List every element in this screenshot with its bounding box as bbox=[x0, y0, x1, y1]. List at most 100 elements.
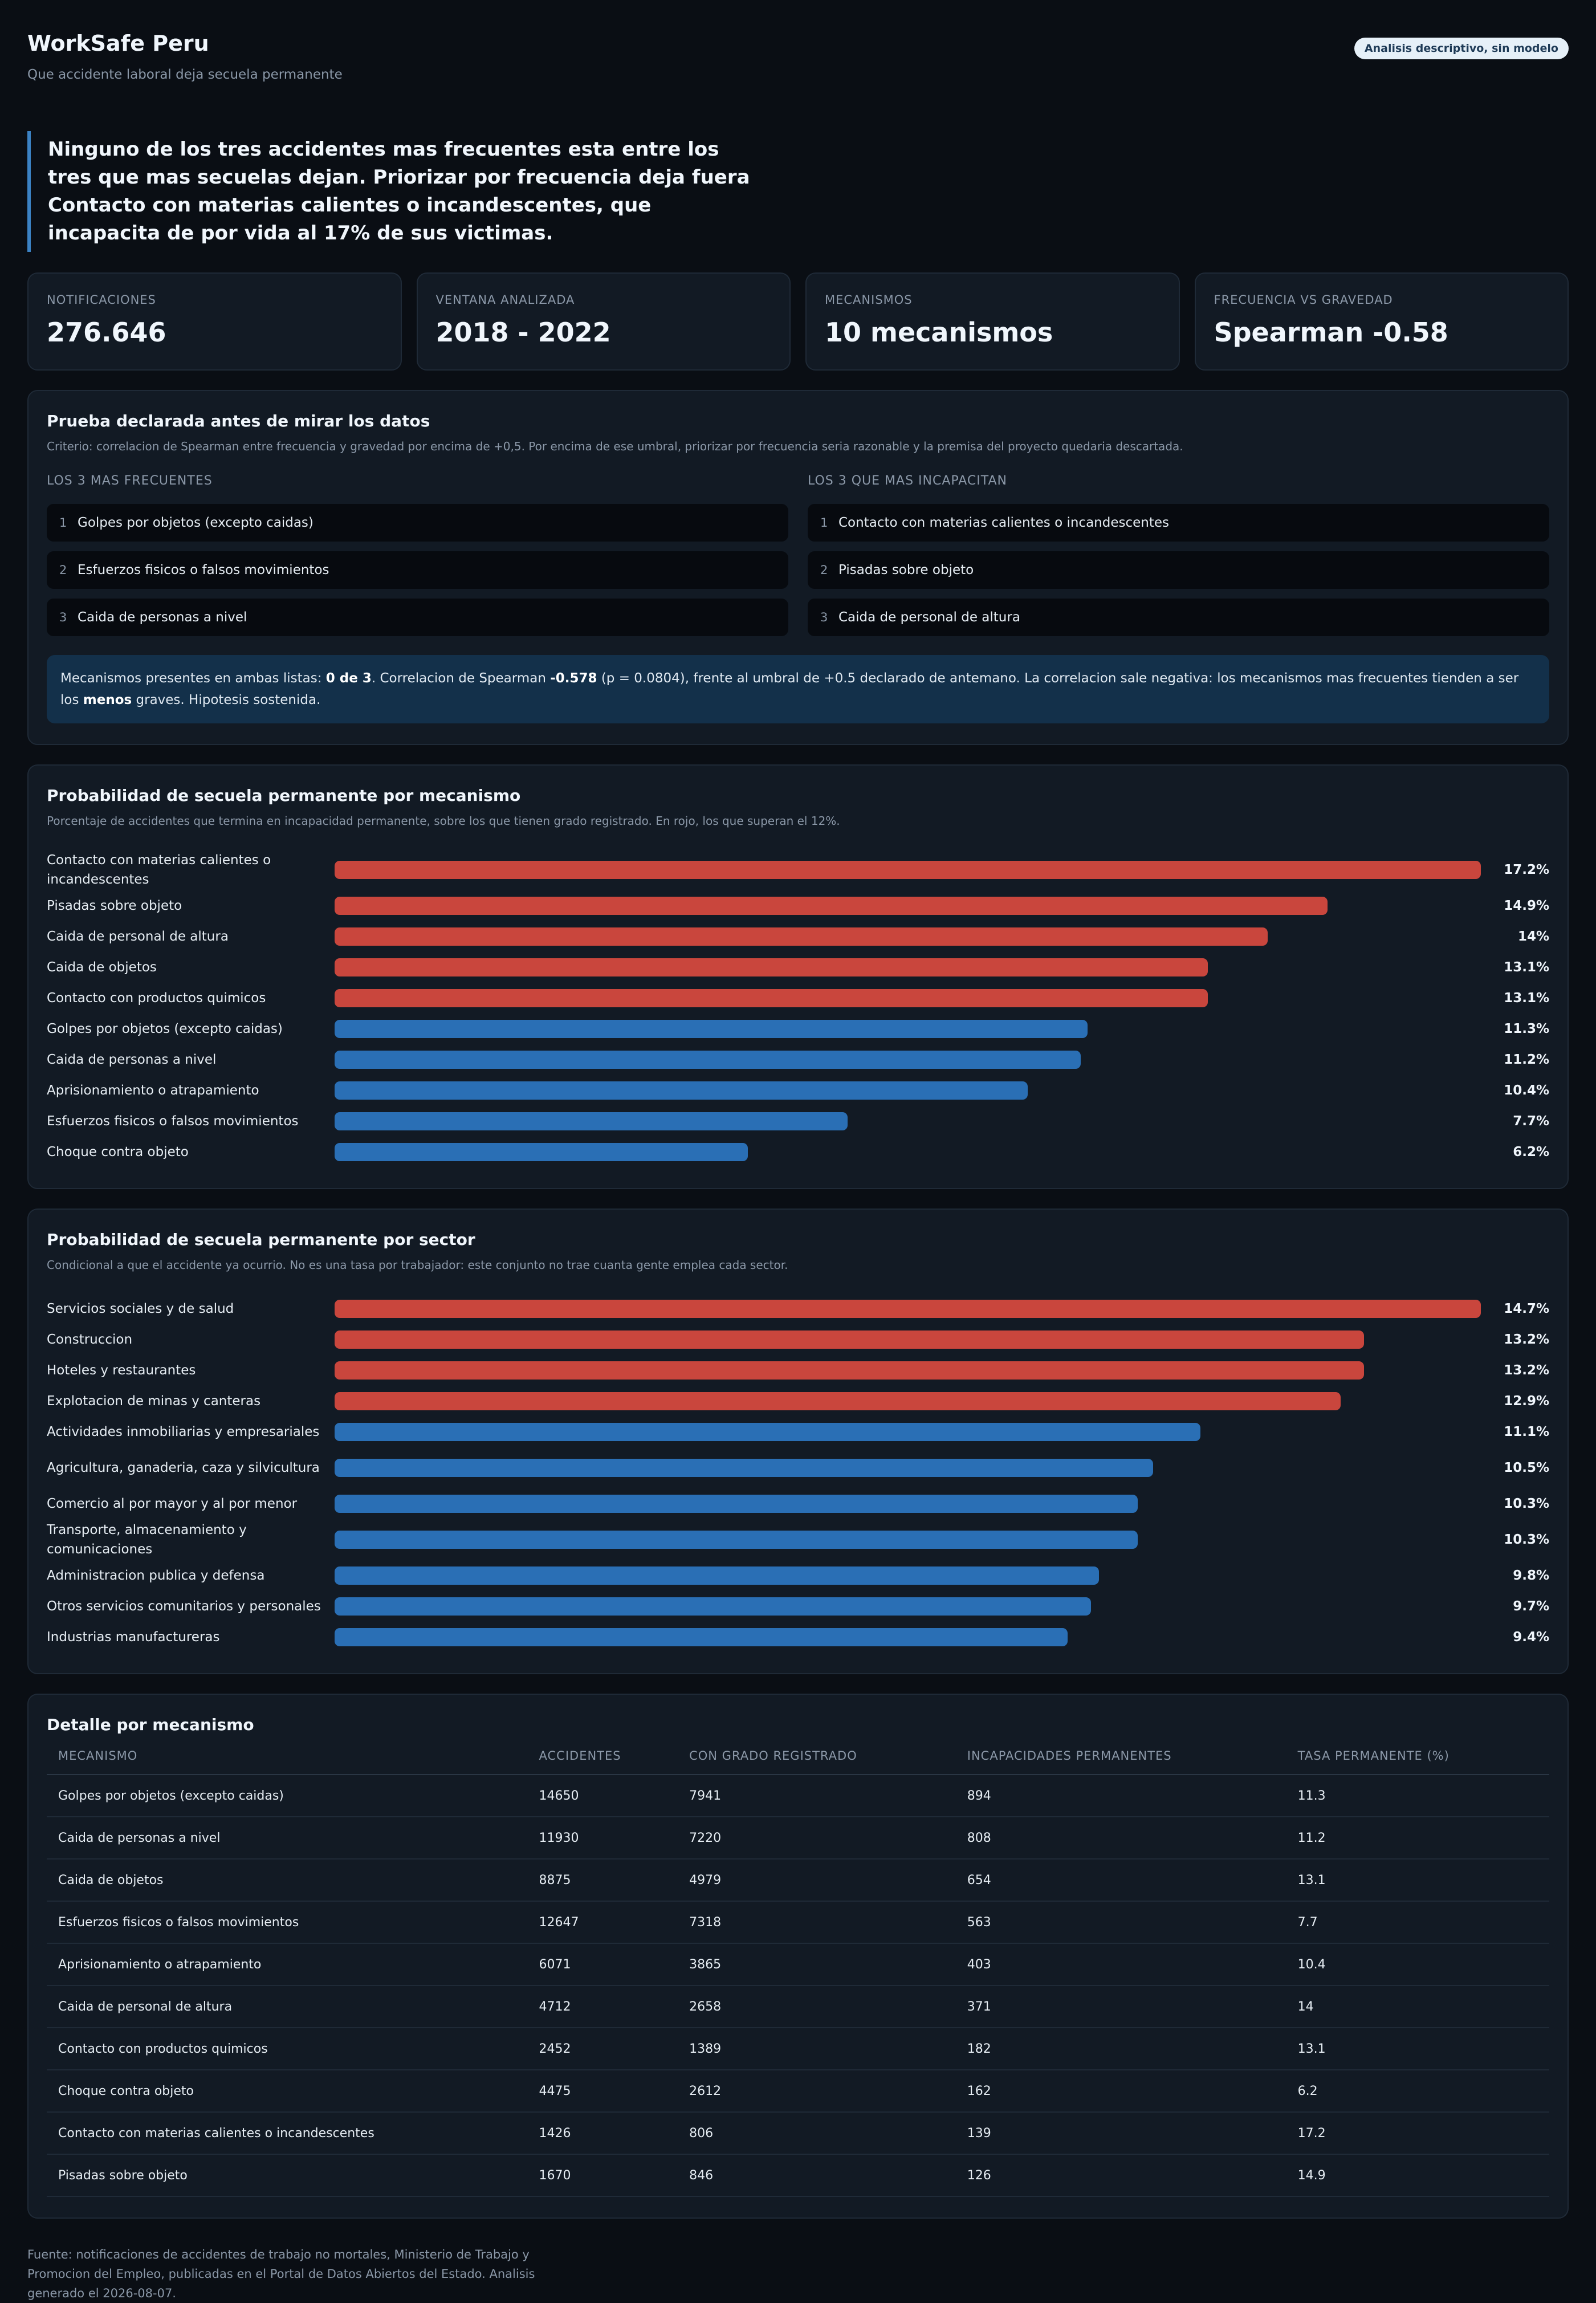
bar-value-label: 9.7% bbox=[1513, 1599, 1549, 1614]
table-body: Golpes por objetos (excepto caidas) 14650… bbox=[47, 1775, 1549, 2197]
frequent-list: Los 3 mas frecuentes 1 Golpes por objetos… bbox=[47, 474, 788, 646]
bar-row: Construccion 13.2% bbox=[47, 1324, 1549, 1355]
table-row: Pisadas sobre objeto 1670 846 126 14.9 bbox=[47, 2154, 1549, 2197]
bar-track bbox=[335, 1112, 1481, 1130]
bar bbox=[335, 927, 1268, 946]
chart-subtitle: Porcentaje de accidentes que termina en … bbox=[47, 814, 840, 828]
table-cell: Contacto con productos quimicos bbox=[47, 2028, 528, 2070]
table-cell: 13.1 bbox=[1286, 2028, 1549, 2070]
table-cell: 7.7 bbox=[1286, 1901, 1549, 1944]
table-title: Detalle por mecanismo bbox=[47, 1715, 254, 1734]
bar-row: Servicios sociales y de salud 14.7% bbox=[47, 1293, 1549, 1324]
bar-category-label: Choque contra objeto bbox=[47, 1145, 189, 1159]
bar-value-label: 11.2% bbox=[1504, 1052, 1549, 1067]
column-header: Incapacidades permanentes bbox=[955, 1749, 1286, 1775]
list-item: 3 Caida de personal de altura bbox=[808, 599, 1549, 636]
detail-table-panel: Detalle por mecanismo Mecanismo Accidente… bbox=[27, 1694, 1569, 2219]
bar-category-label: Caida de objetos bbox=[47, 960, 157, 975]
list-item: 1 Golpes por objetos (excepto caidas) bbox=[47, 504, 788, 542]
table-row: Golpes por objetos (excepto caidas) 14650… bbox=[47, 1775, 1549, 1817]
bar-category-label: Caida de personal de altura bbox=[47, 929, 229, 944]
table-cell: 11930 bbox=[527, 1817, 678, 1860]
bar-category-label: Pisadas sobre objeto bbox=[47, 898, 182, 913]
bar bbox=[335, 1423, 1200, 1441]
bar-row: Caida de personas a nivel 11.2% bbox=[47, 1044, 1549, 1075]
kpi-value: 276.646 bbox=[47, 317, 166, 348]
table-cell: 11.2 bbox=[1286, 1817, 1549, 1860]
bar-row: Pisadas sobre objeto 14.9% bbox=[47, 890, 1549, 921]
table-cell: Pisadas sobre objeto bbox=[47, 2154, 528, 2197]
bar-track bbox=[335, 1081, 1481, 1100]
bar-value-label: 7.7% bbox=[1513, 1114, 1549, 1129]
bar-row: Caida de objetos 13.1% bbox=[47, 952, 1549, 983]
rank-name: Caida de personal de altura bbox=[838, 610, 1020, 625]
list-item: 2 Esfuerzos fisicos o falsos movimientos bbox=[47, 551, 788, 589]
bar-value-label: 10.4% bbox=[1504, 1083, 1549, 1098]
rank-number: 1 bbox=[820, 516, 828, 530]
bar-track bbox=[335, 1423, 1481, 1441]
chart-title: Probabilidad de secuela permanente por m… bbox=[47, 786, 521, 805]
bar bbox=[335, 1361, 1364, 1380]
bar-value-label: 10.3% bbox=[1504, 1496, 1549, 1511]
kpi-label: Notificaciones bbox=[47, 293, 156, 307]
table-cell: 1426 bbox=[527, 2112, 678, 2155]
bar-row: Otros servicios comunitarios y personale… bbox=[47, 1591, 1549, 1622]
bar-track bbox=[335, 861, 1481, 879]
table-cell: 1670 bbox=[527, 2154, 678, 2197]
table-cell: 894 bbox=[955, 1775, 1286, 1817]
verdict-text: (p = 0.0804), frente al umbral de +0.5 d… bbox=[60, 671, 1519, 707]
panel-title: Prueba declarada antes de mirar los dato… bbox=[47, 412, 430, 430]
bar bbox=[335, 1597, 1091, 1616]
table-row: Aprisionamiento o atrapamiento 6071 3865 40… bbox=[47, 1943, 1549, 1986]
page-header: WorkSafe Peru Que accidente laboral deja… bbox=[27, 0, 1569, 114]
table-row: Contacto con materias calientes o incand… bbox=[47, 2112, 1549, 2155]
rank-name: Golpes por objetos (excepto caidas) bbox=[78, 515, 314, 530]
bar bbox=[335, 897, 1328, 915]
app-subtitle: Que accidente laboral deja secuela perma… bbox=[27, 67, 343, 82]
bar-value-label: 10.3% bbox=[1504, 1532, 1549, 1547]
table-cell: 2612 bbox=[678, 2070, 956, 2113]
table-cell: 6.2 bbox=[1286, 2070, 1549, 2113]
table-cell: Esfuerzos fisicos o falsos movimientos bbox=[47, 1901, 528, 1944]
bar bbox=[335, 1531, 1138, 1549]
bar-value-label: 12.9% bbox=[1504, 1394, 1549, 1409]
table-cell: 7220 bbox=[678, 1817, 956, 1860]
table-cell: 2658 bbox=[678, 1985, 956, 2028]
kpi-value: 10 mecanismos bbox=[825, 317, 1053, 348]
rank-number: 3 bbox=[59, 611, 67, 624]
bar bbox=[335, 1495, 1138, 1513]
table-cell: 11.3 bbox=[1286, 1775, 1549, 1817]
table-cell: 371 bbox=[955, 1985, 1286, 2028]
chart-title: Probabilidad de secuela permanente por s… bbox=[47, 1230, 475, 1249]
table-cell: Caida de objetos bbox=[47, 1859, 528, 1902]
table-cell: 162 bbox=[955, 2070, 1286, 2113]
verdict-emphasis: menos bbox=[83, 693, 132, 707]
bar-row: Choque contra objeto 6.2% bbox=[47, 1137, 1549, 1167]
bar bbox=[335, 1081, 1028, 1100]
bar-value-label: 14.9% bbox=[1504, 898, 1549, 913]
key-finding: Ninguno de los tres accidentes mas frecu… bbox=[27, 131, 763, 252]
bar bbox=[335, 1112, 848, 1130]
list-label: Los 3 mas frecuentes bbox=[47, 474, 213, 488]
list-item: 3 Caida de personas a nivel bbox=[47, 599, 788, 636]
table-cell: 182 bbox=[955, 2028, 1286, 2070]
kpi-card-notificaciones: Notificaciones 276.646 bbox=[27, 272, 402, 371]
mechanism-bar-chart: Contacto con materias calientes o incand… bbox=[47, 849, 1549, 1167]
bar-track bbox=[335, 1051, 1481, 1069]
table-row: Caida de objetos 8875 4979 654 13.1 bbox=[47, 1859, 1549, 1902]
table-cell: 10.4 bbox=[1286, 1943, 1549, 1986]
table-cell: 7941 bbox=[678, 1775, 956, 1817]
bar-category-label: Industrias manufactureras bbox=[47, 1630, 220, 1645]
bar-category-label: Golpes por objetos (excepto caidas) bbox=[47, 1022, 283, 1036]
bar-category-label: Servicios sociales y de salud bbox=[47, 1301, 234, 1316]
bar-value-label: 11.1% bbox=[1504, 1425, 1549, 1439]
bar-row: Hoteles y restaurantes 13.2% bbox=[47, 1355, 1549, 1386]
list-item: 1 Contacto con materias calientes o incan… bbox=[808, 504, 1549, 542]
table-cell: 806 bbox=[678, 2112, 956, 2155]
table-row: Esfuerzos fisicos o falsos movimientos 12… bbox=[47, 1901, 1549, 1944]
list-item: 2 Pisadas sobre objeto bbox=[808, 551, 1549, 589]
bar-row: Explotacion de minas y canteras 12.9% bbox=[47, 1386, 1549, 1417]
table-cell: Caida de personas a nivel bbox=[47, 1817, 528, 1860]
bar bbox=[335, 1020, 1088, 1038]
bar-track bbox=[335, 1566, 1481, 1585]
